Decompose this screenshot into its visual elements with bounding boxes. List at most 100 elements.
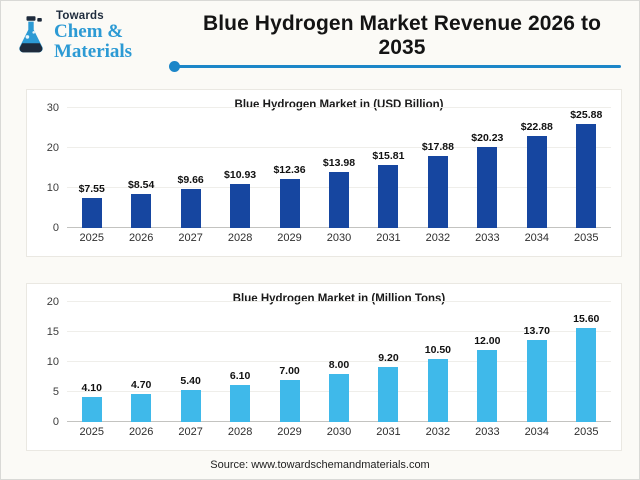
flask-icon bbox=[19, 16, 43, 53]
bar-value-label: 12.00 bbox=[474, 335, 501, 347]
bar-2029 bbox=[279, 380, 300, 422]
y-tick-label: 0 bbox=[52, 222, 59, 234]
title-underline bbox=[169, 61, 621, 72]
bar-column-2030: $13.98 bbox=[314, 108, 363, 228]
bar-2035 bbox=[576, 124, 597, 228]
x-tick-label-2035: 2035 bbox=[574, 232, 599, 244]
bar-column-2027: $9.66 bbox=[166, 108, 215, 228]
x-tick-label-2033: 2033 bbox=[475, 426, 500, 438]
bar-2030 bbox=[328, 374, 349, 422]
bars-row: 4.10 4.70 5.40 6.10 7.00 8.00 9.20 10.50 12.00 13… bbox=[67, 302, 611, 422]
bar-value-label: 10.50 bbox=[424, 344, 452, 356]
bar-2029 bbox=[279, 178, 300, 228]
bar-value-label: 8.00 bbox=[328, 359, 350, 371]
bar-column-2028: 6.10 bbox=[215, 302, 264, 422]
x-tick-label-2029: 2029 bbox=[277, 232, 302, 244]
bar-value-label: $8.54 bbox=[128, 178, 155, 191]
gridline bbox=[67, 147, 611, 148]
bar-value-label: 13.70 bbox=[523, 324, 550, 337]
bar-value-label: $22.88 bbox=[520, 121, 553, 134]
bar-column-2025: 4.10 bbox=[67, 302, 116, 422]
source-text: Source: www.towardschemandmaterials.com bbox=[210, 459, 430, 471]
bar-value-label: $12.36 bbox=[273, 163, 306, 176]
bar-2026 bbox=[131, 393, 152, 422]
bar-value-label: $17.88 bbox=[421, 141, 454, 154]
logo-text: Towards Chem & Materials bbox=[54, 10, 181, 62]
x-axis-labels: 2025 2026 2027 2028 2029 2030 2031 2032 2033 2034… bbox=[67, 232, 611, 244]
x-axis-labels: 2025 2026 2027 2028 2029 2030 2031 2032 2033 2034… bbox=[67, 426, 611, 438]
bar-2032 bbox=[427, 359, 448, 422]
plot-column: $7.55 $8.54 $9.66 $10.93 $12.36 $13.98 $15.81 $… bbox=[67, 107, 611, 244]
bars-row: $7.55 $8.54 $9.66 $10.93 $12.36 $13.98 $15.81 $… bbox=[67, 108, 611, 228]
y-tick-label: 20 bbox=[46, 296, 59, 308]
bar-2033 bbox=[477, 147, 498, 228]
gridline bbox=[67, 107, 611, 108]
bar-2026 bbox=[131, 193, 152, 228]
bar-2035 bbox=[576, 328, 597, 422]
bar-column-2027: 5.40 bbox=[166, 302, 215, 422]
bar-chart-million-tons: 0 5 10 15 20 4.10 4.70 5.40 6.10 7.00 8.00 9.20 10.5… bbox=[33, 296, 611, 438]
bar-2031 bbox=[378, 164, 399, 228]
bar-value-label: $20.23 bbox=[471, 132, 504, 145]
bar-value-label: $15.81 bbox=[372, 149, 405, 162]
bar-chart-usd-billion: 0 10 20 30 $7.55 $8.54 $9.66 $10.93 $12.36 $13.98… bbox=[33, 102, 611, 244]
y-tick-label: 30 bbox=[46, 102, 59, 114]
bar-2033 bbox=[477, 350, 498, 422]
x-tick-label-2033: 2033 bbox=[475, 232, 500, 244]
y-tick-label: 0 bbox=[52, 416, 59, 428]
bar-column-2031: 9.20 bbox=[364, 302, 413, 422]
chart-title-usd-billion: Blue Hydrogen Market in (USD Billion) bbox=[234, 99, 444, 111]
bar-column-2034: $22.88 bbox=[512, 108, 561, 228]
x-tick-label-2031: 2031 bbox=[376, 426, 401, 438]
page-title: Blue Hydrogen Market Revenue 2026 to 203… bbox=[202, 12, 602, 59]
x-tick-label-2027: 2027 bbox=[178, 426, 203, 438]
bar-value-label: 15.60 bbox=[573, 313, 600, 326]
bar-column-2033: 12.00 bbox=[463, 302, 512, 422]
bar-2025 bbox=[81, 397, 102, 422]
bar-column-2032: $17.88 bbox=[413, 108, 462, 228]
x-tick-label-2025: 2025 bbox=[79, 426, 104, 438]
bar-2031 bbox=[378, 366, 399, 422]
bar-column-2029: 7.00 bbox=[265, 302, 314, 422]
bar-value-label: $10.93 bbox=[224, 169, 257, 182]
bar-column-2035: 15.60 bbox=[562, 302, 611, 422]
brand-logo: Towards Chem & Materials bbox=[13, 10, 181, 62]
y-tick-label: 15 bbox=[46, 326, 59, 338]
y-axis: 0 5 10 15 20 bbox=[33, 296, 67, 428]
x-tick-label-2032: 2032 bbox=[425, 232, 451, 244]
bar-column-2033: $20.23 bbox=[463, 108, 512, 228]
y-tick-label: 10 bbox=[46, 182, 59, 194]
underline-dot bbox=[169, 61, 180, 72]
header: Towards Chem & Materials Blue Hydrogen M… bbox=[13, 10, 623, 62]
gridline bbox=[67, 301, 611, 302]
bar-2034 bbox=[526, 339, 547, 422]
x-tick-label-2035: 2035 bbox=[574, 426, 599, 438]
bar-value-label: $9.66 bbox=[177, 174, 204, 187]
chart-card-million-tons: Blue Hydrogen Market in (Million Tons) 0… bbox=[26, 283, 622, 451]
x-tick-label-2034: 2034 bbox=[524, 426, 550, 438]
bar-value-label: $25.88 bbox=[570, 109, 603, 122]
bar-column-2025: $7.55 bbox=[67, 108, 116, 228]
bar-2028 bbox=[230, 385, 251, 422]
bar-2027 bbox=[180, 189, 201, 228]
bar-value-label: 4.70 bbox=[130, 378, 152, 391]
bar-2032 bbox=[427, 156, 448, 228]
bar-2034 bbox=[526, 136, 547, 228]
chart-title-million-tons: Blue Hydrogen Market in (Million Tons) bbox=[232, 293, 446, 305]
bar-2025 bbox=[81, 197, 102, 228]
chart-card-usd-billion: Blue Hydrogen Market in (USD Billion) 0 1… bbox=[26, 89, 622, 257]
x-tick-label-2026: 2026 bbox=[128, 426, 154, 438]
bar-value-label: $13.98 bbox=[322, 157, 356, 170]
bar-2027 bbox=[180, 389, 201, 422]
x-tick-label-2032: 2032 bbox=[425, 426, 451, 438]
x-tick-label-2029: 2029 bbox=[277, 426, 302, 438]
plot-area: $7.55 $8.54 $9.66 $10.93 $12.36 $13.98 $15.81 $… bbox=[67, 107, 611, 228]
x-tick-label-2028: 2028 bbox=[227, 426, 253, 438]
x-tick-label-2030: 2030 bbox=[326, 426, 352, 438]
gridline bbox=[67, 331, 611, 332]
plot-column: 4.10 4.70 5.40 6.10 7.00 8.00 9.20 10.50 12.00 13… bbox=[67, 301, 611, 438]
bar-value-label: 7.00 bbox=[279, 365, 300, 377]
bar-2028 bbox=[230, 184, 251, 228]
bar-2030 bbox=[328, 172, 349, 228]
